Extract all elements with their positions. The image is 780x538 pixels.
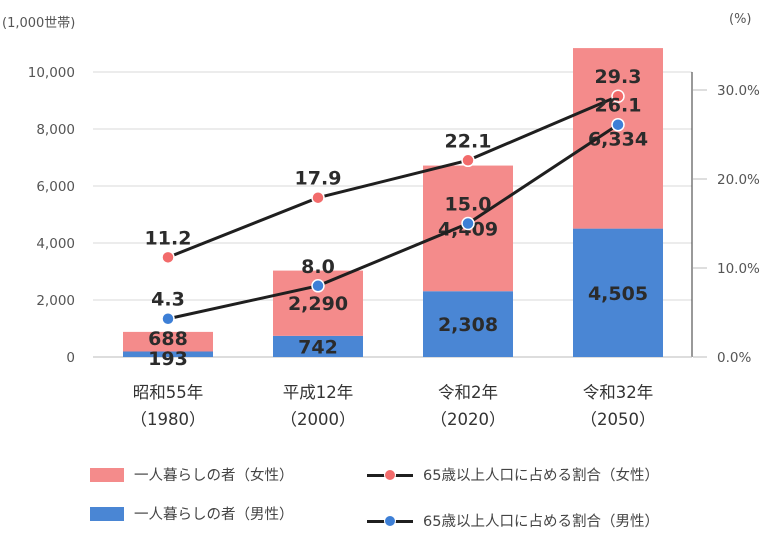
male-bar-swatch [90,506,124,521]
bar-label-female: 2,290 [288,293,348,315]
x-category-label: 令和32年 [583,383,654,402]
y-left-tick-label: 10,000 [28,65,75,81]
line-label-male: 26.1 [595,95,642,117]
male-line-key [367,514,413,528]
y-left-tick-label: 8,000 [36,122,75,138]
line-label-female: 17.9 [295,168,342,190]
line-male [167,123,619,321]
bar-male [573,228,663,357]
legend-male-bar: 一人暮らしの者（男性） [90,503,294,524]
marker-female [161,250,175,265]
y-right-tick-label: 10.0% [717,261,760,277]
x-category-year: （2000） [281,410,356,429]
line-label-female: 29.3 [595,66,642,88]
bar-male [273,335,363,357]
line-label-male: 8.0 [301,256,335,278]
right-axis-unit: (%) [729,12,752,27]
legend-female-line: 65歳以上人口に占める割合（女性） [367,464,659,485]
line-label-female: 22.1 [445,130,492,152]
y-left-tick-label: 0 [66,350,75,366]
y-right-tick-label: 20.0% [717,172,760,188]
marker-male [461,216,475,231]
x-category-year: （1980） [131,410,206,429]
y-right-tick-label: 30.0% [717,83,760,99]
bar-male [123,351,213,357]
marker-male [161,311,175,326]
line-female [167,94,619,259]
x-category-label: 昭和55年 [133,383,204,402]
legend-female-line-label: 65歳以上人口に占める割合（女性） [423,468,659,484]
y-left-tick-label: 4,000 [36,236,75,252]
legend-female-bar-label: 一人暮らしの者（女性） [134,468,294,484]
line-label-male: 15.0 [445,194,492,216]
bar-label-male: 742 [298,336,338,358]
bar-label-male: 2,308 [438,314,498,336]
bar-label-male: 193 [148,348,188,370]
bar-male [423,291,513,357]
marker-male [611,117,625,132]
marker-male [311,279,325,293]
left-axis-unit: (1,000世帯) [2,16,76,31]
legend-female-bar: 一人暮らしの者（女性） [90,464,294,485]
x-category-label: 令和2年 [438,383,498,402]
legend-male-line-label: 65歳以上人口に占める割合（男性） [423,514,659,530]
x-category-year: （2020） [431,410,506,429]
y-left-tick-label: 6,000 [36,179,75,195]
x-category-year: （2050） [581,410,656,429]
bar-label-female: 688 [148,328,188,350]
line-label-female: 11.2 [145,227,192,249]
bar-label-male: 4,505 [588,283,648,305]
marker-female [611,89,625,103]
y-right-tick-label: 0.0% [717,350,751,366]
x-category-label: 平成12年 [283,383,354,402]
female-line-key [367,468,413,482]
bar-female [123,331,213,352]
female-bar-swatch [90,467,124,482]
marker-female [311,190,325,205]
legend-male-bar-label: 一人暮らしの者（男性） [134,507,294,523]
line-label-male: 4.3 [151,289,185,311]
bar-female [573,48,663,229]
legend-male-line: 65歳以上人口に占める割合（男性） [367,510,659,531]
marker-female [461,153,475,168]
y-left-tick-label: 2,000 [36,293,75,309]
